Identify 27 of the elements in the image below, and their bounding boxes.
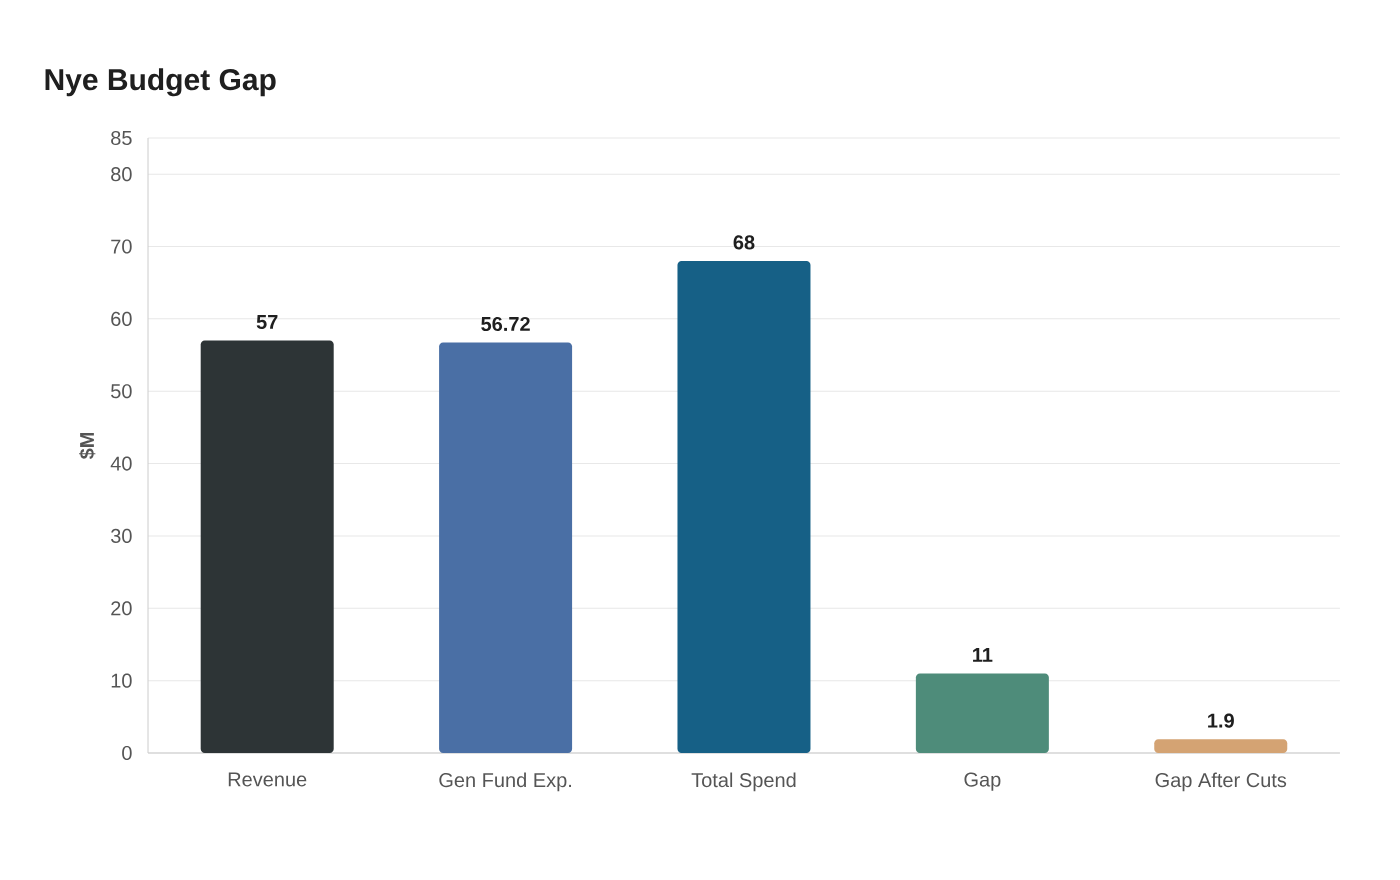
y-tick-label: 60: [111, 311, 132, 326]
bar: [677, 260, 811, 753]
data-label: 11: [973, 648, 993, 662]
x-tick-label: Total Spend: [691, 772, 796, 792]
x-tick-label: Gap After Cuts: [1155, 772, 1287, 792]
x-tick-label: Gap: [964, 772, 1001, 791]
y-axis-title: $M: [79, 432, 96, 460]
y-tick-label: 80: [111, 167, 132, 182]
y-tick-label: 50: [111, 384, 132, 399]
y-tick-label: 0: [122, 745, 132, 761]
bar: [1154, 739, 1288, 753]
x-tick-label: Revenue: [228, 772, 307, 787]
data-label: 1.9: [1208, 713, 1234, 728]
y-tick-label: 20: [111, 601, 132, 616]
y-tick-label: 70: [111, 239, 132, 254]
y-tick-label: 40: [110, 456, 132, 471]
data-label: 56.72: [481, 316, 530, 332]
bar: [200, 340, 334, 753]
y-tick-label: 30: [111, 528, 132, 543]
data-label: 68: [733, 235, 755, 250]
chart-title: Nye Budget Gap: [45, 68, 276, 97]
data-label: 57: [256, 315, 278, 330]
bar: [915, 673, 1049, 753]
y-tick-label: 85: [111, 130, 132, 146]
y-tick-label: 10: [111, 673, 132, 688]
x-tick-label: Gen Fund Exp.: [439, 772, 571, 792]
bar: [439, 342, 573, 753]
